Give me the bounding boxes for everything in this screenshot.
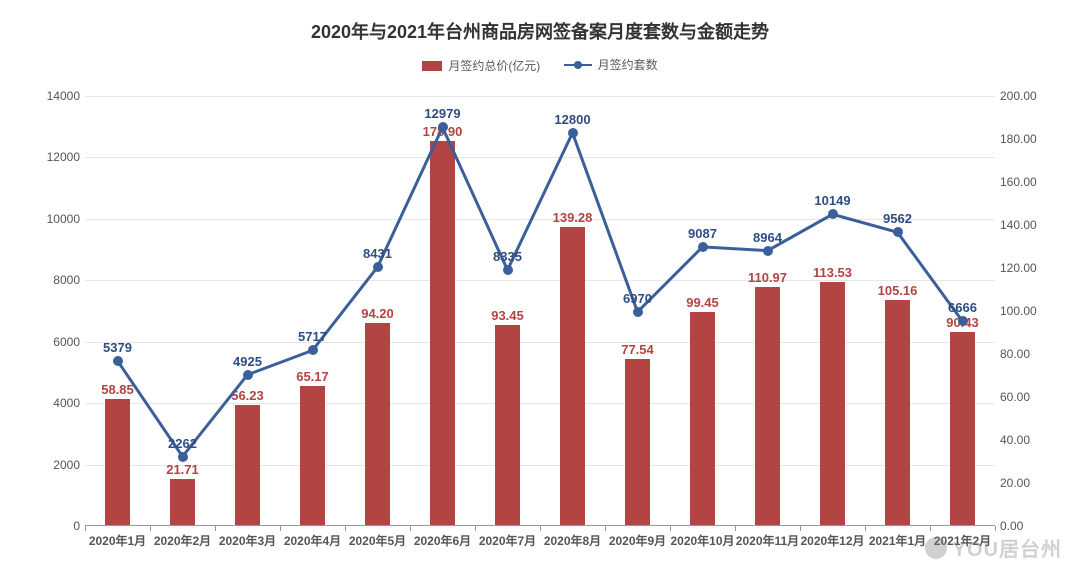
x-tick-mark (995, 526, 996, 531)
y-right-tick: 60.00 (1000, 390, 1030, 404)
legend-line-swatch (564, 59, 592, 71)
line-value-label: 12800 (554, 112, 590, 133)
line-value-label: 2262 (168, 436, 197, 457)
x-category-label: 2020年9月 (609, 532, 666, 549)
line-value-label: 8335 (493, 249, 522, 270)
x-category-label: 2020年12月 (800, 532, 864, 549)
x-category-label: 2020年10月 (670, 532, 734, 549)
legend-bar-label: 月签约总价(亿元) (448, 57, 540, 74)
y-right-tick: 160.00 (1000, 175, 1037, 189)
y-left-tick: 12000 (47, 150, 80, 164)
y-left-tick: 2000 (53, 458, 80, 472)
x-tick-mark (85, 526, 86, 531)
x-tick-mark (410, 526, 411, 531)
x-category-label: 2020年11月 (736, 532, 799, 549)
x-tick-mark (670, 526, 671, 531)
y-left-tick: 6000 (53, 335, 80, 349)
line-value-label: 5717 (298, 329, 327, 350)
x-tick-mark (215, 526, 216, 531)
x-category-label: 2020年2月 (154, 532, 211, 549)
x-category-label: 2020年8月 (544, 532, 601, 549)
y-right-tick: 180.00 (1000, 132, 1037, 146)
y-right-tick: 120.00 (1000, 261, 1037, 275)
line-value-label: 4925 (233, 354, 262, 375)
x-category-label: 2020年3月 (219, 532, 276, 549)
line-value-label: 6666 (948, 300, 977, 321)
line-value-label: 9087 (688, 226, 717, 247)
y-right-tick: 20.00 (1000, 476, 1030, 490)
chart-title: 2020年与2021年台州商品房网签备案月度套数与金额走势 (0, 18, 1080, 44)
line-value-label: 8431 (363, 246, 392, 267)
x-tick-mark (540, 526, 541, 531)
x-category-label: 2021年1月 (869, 532, 926, 549)
y-axis-right: 0.0020.0040.0060.0080.00100.00120.00140.… (1000, 96, 1060, 526)
x-tick-mark (930, 526, 931, 531)
y-right-tick: 0.00 (1000, 519, 1023, 533)
watermark-text: YOU居台州 (953, 533, 1062, 562)
watermark-icon (925, 537, 947, 559)
x-tick-mark (800, 526, 801, 531)
x-category-label: 2020年5月 (349, 532, 406, 549)
line-value-label: 6970 (623, 291, 652, 312)
x-tick-mark (735, 526, 736, 531)
chart-legend: 月签约总价(亿元) 月签约套数 (0, 56, 1080, 74)
line-path (118, 127, 963, 456)
line-value-label: 9562 (883, 211, 912, 232)
x-tick-mark (605, 526, 606, 531)
y-left-tick: 10000 (47, 212, 80, 226)
line-value-label: 5379 (103, 340, 132, 361)
y-left-tick: 0 (73, 519, 80, 533)
x-tick-mark (865, 526, 866, 531)
x-category-label: 2020年6月 (414, 532, 471, 549)
x-tick-mark (475, 526, 476, 531)
y-right-tick: 80.00 (1000, 347, 1030, 361)
line-value-label: 10149 (814, 193, 850, 214)
watermark: YOU居台州 (925, 533, 1062, 562)
y-left-tick: 8000 (53, 273, 80, 287)
legend-line-label: 月签约套数 (598, 56, 658, 73)
y-left-tick: 14000 (47, 89, 80, 103)
x-tick-mark (150, 526, 151, 531)
legend-item-line: 月签约套数 (564, 56, 658, 73)
x-category-label: 2020年7月 (479, 532, 536, 549)
y-left-tick: 4000 (53, 396, 80, 410)
x-tick-mark (280, 526, 281, 531)
y-right-tick: 40.00 (1000, 433, 1030, 447)
y-right-tick: 100.00 (1000, 304, 1037, 318)
legend-bar-swatch (422, 61, 442, 71)
line-value-label: 12979 (424, 106, 460, 127)
plot-area: 02000400060008000100001200014000 0.0020.… (85, 96, 995, 526)
x-category-label: 2020年1月 (89, 532, 146, 549)
y-axis-left: 02000400060008000100001200014000 (25, 96, 80, 526)
x-tick-mark (345, 526, 346, 531)
line-layer (85, 96, 995, 526)
y-right-tick: 140.00 (1000, 218, 1037, 232)
x-category-label: 2020年4月 (284, 532, 341, 549)
legend-item-bar: 月签约总价(亿元) (422, 57, 540, 74)
line-value-label: 8964 (753, 230, 782, 251)
y-right-tick: 200.00 (1000, 89, 1037, 103)
